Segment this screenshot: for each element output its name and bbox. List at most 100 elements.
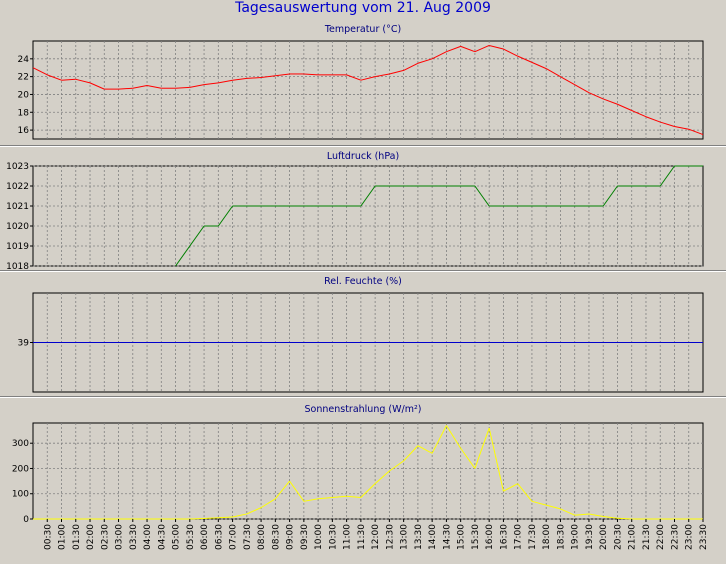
x-tick-label: 10:30 xyxy=(328,524,338,550)
series-segment xyxy=(531,61,547,70)
series-segment xyxy=(603,98,618,105)
y-tick-label: 1022 xyxy=(6,182,29,192)
x-tick-label: 06:30 xyxy=(214,524,224,550)
series-segment xyxy=(474,427,490,469)
series-segment xyxy=(574,513,590,516)
x-tick-label: 14:30 xyxy=(442,524,452,550)
y-tick-label: 1023 xyxy=(6,162,29,172)
series-segment xyxy=(218,516,233,519)
y-tick-label: 300 xyxy=(12,439,29,449)
series-segment xyxy=(474,185,490,207)
series-segment xyxy=(274,480,290,500)
pressure-panel-title: Luftdruck (hPa) xyxy=(326,151,400,162)
series-segment xyxy=(503,48,518,57)
panel-separator xyxy=(0,270,726,272)
x-tick-label: 18:30 xyxy=(556,524,566,550)
series-segment xyxy=(659,165,675,187)
temperature-panel-title: Temperatur (°C) xyxy=(324,24,402,35)
series-segment xyxy=(674,126,689,130)
x-tick-label: 19:00 xyxy=(571,524,581,550)
x-tick-label: 04:00 xyxy=(143,524,153,550)
series-segment xyxy=(460,447,476,469)
series-segment xyxy=(303,73,319,76)
x-tick-label: 07:00 xyxy=(229,524,239,550)
series-segment xyxy=(631,110,647,118)
series-segment xyxy=(374,470,390,485)
x-tick-label: 09:30 xyxy=(300,524,310,550)
series-segment xyxy=(588,92,604,100)
y-tick-label: 1019 xyxy=(6,242,29,252)
series-segment xyxy=(118,87,133,90)
x-tick-label: 08:30 xyxy=(271,524,281,550)
x-tick-label: 21:30 xyxy=(642,524,652,550)
series-segment xyxy=(617,103,632,111)
y-tick-label: 24 xyxy=(18,55,30,65)
series-segment xyxy=(474,44,490,53)
page-title: Tagesauswertung vom 21. Aug 2009 xyxy=(235,0,491,16)
series-segment xyxy=(588,513,604,517)
y-tick-label: 16 xyxy=(18,126,30,136)
series-segment xyxy=(503,483,518,492)
y-tick-label: 100 xyxy=(12,490,29,500)
series-segment xyxy=(617,517,632,520)
series-segment xyxy=(303,498,319,502)
series-segment xyxy=(260,498,276,509)
series-segment xyxy=(602,185,618,207)
series-segment xyxy=(75,78,91,84)
x-tick-label: 13:30 xyxy=(414,524,424,550)
series-segment xyxy=(389,69,404,75)
x-tick-label: 02:00 xyxy=(86,524,96,550)
series-segment xyxy=(32,67,48,76)
series-segment xyxy=(417,445,433,454)
x-tick-label: 04:30 xyxy=(157,524,167,550)
panel-separator xyxy=(0,396,726,398)
y-tick-label: 1020 xyxy=(6,222,29,232)
y-tick-label: 22 xyxy=(18,73,29,83)
series-segment xyxy=(360,76,376,81)
x-tick-label: 18:00 xyxy=(542,524,552,550)
x-tick-label: 11:00 xyxy=(343,524,353,550)
x-tick-label: 05:00 xyxy=(172,524,182,550)
series-segment xyxy=(204,82,219,86)
x-tick-label: 20:00 xyxy=(599,524,609,550)
series-segment xyxy=(189,517,205,520)
series-segment xyxy=(204,517,219,519)
series-segment xyxy=(175,225,205,267)
plot-frame xyxy=(32,165,704,267)
series-segment xyxy=(517,483,533,502)
series-segment xyxy=(275,73,290,77)
x-tick-label: 15:00 xyxy=(457,524,467,550)
x-tick-label: 12:30 xyxy=(385,524,395,550)
plot-frame xyxy=(32,40,704,140)
x-tick-label: 10:00 xyxy=(314,524,324,550)
series-segment xyxy=(460,45,476,53)
series-segment xyxy=(218,79,233,84)
x-tick-label: 20:30 xyxy=(613,524,623,550)
series-segment xyxy=(645,116,661,123)
x-tick-label: 22:00 xyxy=(656,524,666,550)
series-segment xyxy=(246,77,262,79)
x-tick-label: 05:30 xyxy=(186,524,196,550)
y-tick-label: 18 xyxy=(18,108,30,118)
x-tick-label: 03:30 xyxy=(129,524,139,550)
x-tick-label: 14:00 xyxy=(428,524,438,550)
series-segment xyxy=(445,425,462,449)
y-tick-label: 39 xyxy=(18,339,30,349)
series-segment xyxy=(175,86,190,89)
x-tick-label: 16:30 xyxy=(499,524,509,550)
x-tick-label: 15:30 xyxy=(471,524,481,550)
radiation-panel-title: Sonnenstrahlung (W/m²) xyxy=(304,404,422,415)
x-tick-label: 23:00 xyxy=(685,524,695,550)
series-segment xyxy=(61,78,76,81)
series-segment xyxy=(489,44,504,50)
x-tick-label: 02:30 xyxy=(100,524,110,550)
series-segment xyxy=(47,74,62,81)
x-tick-label: 00:30 xyxy=(43,524,53,550)
series-segment xyxy=(360,483,376,498)
series-segment xyxy=(403,445,419,462)
series-segment xyxy=(146,85,162,89)
series-segment xyxy=(360,185,376,207)
series-segment xyxy=(232,513,247,518)
